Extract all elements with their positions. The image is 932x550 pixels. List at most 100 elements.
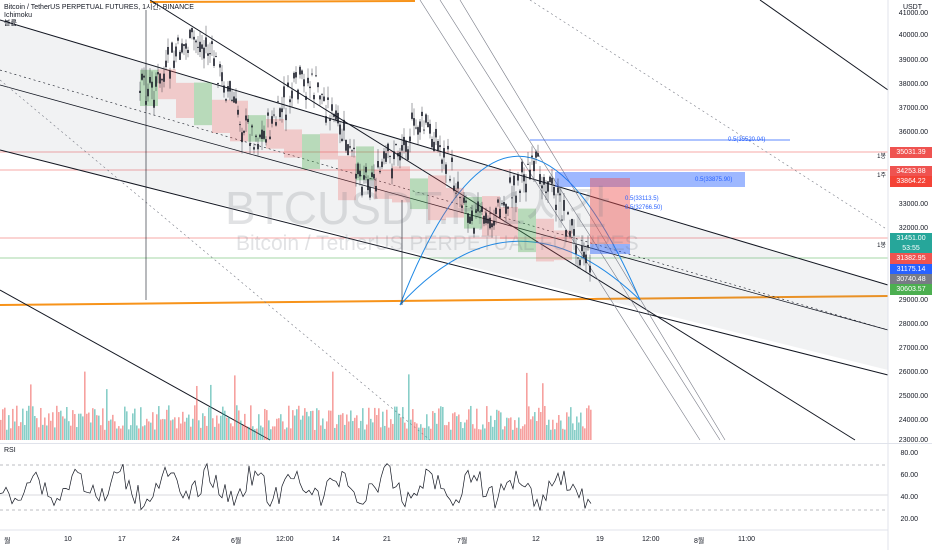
- volume-bar: [332, 371, 334, 440]
- candle-body: [255, 135, 257, 138]
- fib-label-a[interactable]: 0.5(35520.04): [728, 137, 766, 143]
- price-tick: 23000.00: [898, 437, 928, 444]
- volume-bar: [210, 384, 212, 440]
- volume-bar: [338, 414, 340, 440]
- volume-bar: [56, 405, 58, 440]
- volume-bar: [510, 417, 512, 440]
- candle-body: [389, 155, 391, 157]
- fib-label-b[interactable]: 0.5(33875.90): [695, 177, 733, 183]
- candle-body: [427, 122, 429, 128]
- volume-bar: [68, 421, 70, 440]
- time-tick: 6월: [231, 538, 242, 545]
- ichimoku-legend[interactable]: Ichimoku: [4, 12, 33, 19]
- time-tick: 11:00: [738, 536, 755, 543]
- ichimoku-cloud: [536, 218, 554, 262]
- price-tick: 40000.00: [898, 32, 928, 39]
- volume-bar: [222, 406, 224, 440]
- volume-bar: [342, 413, 344, 440]
- dotted-fan: [0, 79, 431, 441]
- candle-body: [375, 185, 377, 192]
- candle-body: [369, 186, 371, 198]
- volume-bar: [174, 417, 176, 440]
- rsi-legend[interactable]: RSI: [4, 447, 16, 454]
- candle-body: [483, 215, 485, 224]
- volume-bar: [148, 421, 150, 440]
- candle-body: [147, 88, 149, 97]
- volume-bar: [382, 411, 384, 440]
- fib-label-c[interactable]: 0.5(33113.5): [625, 196, 659, 202]
- candle-body: [443, 148, 445, 158]
- volume-bar: [384, 425, 386, 440]
- ichimoku-cloud: [284, 129, 302, 158]
- volume-bar: [420, 424, 422, 440]
- volume-bar: [74, 414, 76, 440]
- pane-divider[interactable]: [0, 443, 932, 444]
- volume-bar: [224, 410, 226, 440]
- volume-bar: [266, 410, 268, 440]
- volume-bar: [496, 409, 498, 440]
- candle-body: [171, 42, 173, 53]
- volume-bar: [186, 417, 188, 440]
- candle-body: [401, 145, 403, 151]
- candle-body: [179, 51, 181, 60]
- candle-body: [367, 179, 369, 191]
- candle-body: [545, 191, 547, 194]
- volume-bar: [492, 426, 494, 440]
- volume-bar: [416, 423, 418, 440]
- volume-bar: [252, 426, 254, 440]
- candle-body: [543, 177, 545, 185]
- volume-bar: [432, 411, 434, 440]
- ichimoku-cloud: [392, 166, 410, 203]
- volume-bar: [410, 419, 412, 440]
- candle-body: [409, 136, 411, 142]
- volume-bar: [256, 428, 258, 440]
- volume-bar: [286, 427, 288, 440]
- time-tick: 12:00: [642, 536, 660, 543]
- time-tick: 12: [532, 536, 540, 543]
- orange-trend-line: [0, 295, 889, 306]
- candle-body: [441, 159, 443, 164]
- candle-body: [363, 175, 365, 180]
- volume-bar: [446, 425, 448, 440]
- candle-body: [469, 216, 471, 224]
- fib-label-d[interactable]: 0.5(32766.50): [625, 205, 663, 211]
- candle-body: [301, 70, 303, 75]
- candle-body: [447, 145, 449, 150]
- candle-body: [551, 177, 553, 184]
- volume-bar: [526, 372, 528, 440]
- volume-bar: [180, 423, 182, 440]
- candle-body: [433, 141, 435, 152]
- volume-legend[interactable]: 볼륨: [4, 20, 17, 27]
- candle-body: [583, 251, 585, 258]
- short-position-box: [590, 178, 630, 244]
- volume-bar: [426, 414, 428, 440]
- candle-body: [429, 123, 431, 134]
- volume-bar: [402, 407, 404, 440]
- candle-body: [181, 43, 183, 53]
- volume-bar: [80, 413, 82, 440]
- ichimoku-cloud: [212, 99, 230, 134]
- candle-body: [391, 168, 393, 179]
- ichimoku-cloud: [140, 69, 158, 107]
- price-tick: 24000.00: [898, 417, 928, 424]
- price-tag-35031: 35031.39: [890, 147, 932, 158]
- candle-body: [435, 128, 437, 138]
- volume-bar: [542, 383, 544, 440]
- volume-bar: [280, 414, 282, 440]
- volume-bar: [466, 419, 468, 440]
- time-tick: 14: [332, 536, 340, 543]
- symbol-legend[interactable]: Bitcoin / TetherUS PERPETUAL FUTURES, 1시…: [4, 4, 194, 11]
- currency-label[interactable]: USDT: [902, 4, 922, 11]
- candle-body: [327, 97, 329, 100]
- candle-body: [527, 163, 529, 165]
- volume-bar: [330, 410, 332, 440]
- volume-bar: [34, 416, 36, 440]
- candle-body: [539, 174, 541, 185]
- volume-bar: [450, 429, 452, 440]
- candle-body: [559, 193, 561, 196]
- candle-body: [477, 201, 479, 212]
- volume-bar: [204, 416, 206, 440]
- dotted-fan: [529, 0, 889, 231]
